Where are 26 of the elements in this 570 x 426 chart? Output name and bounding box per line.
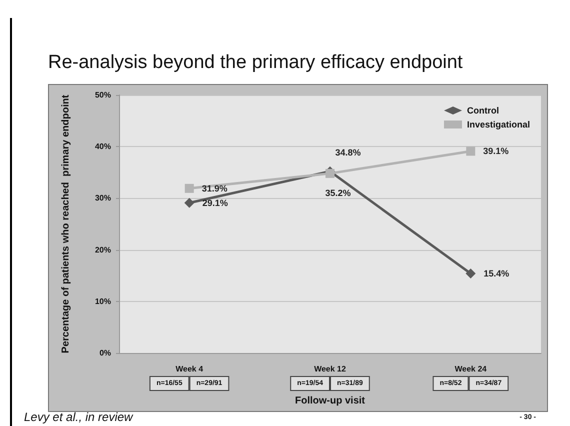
data-label: 15.4% (484, 268, 510, 279)
y-tick-label: 20% (94, 245, 111, 254)
y-tick-label: 40% (94, 142, 111, 152)
point (184, 184, 194, 193)
point (466, 146, 476, 156)
data-label: 29.1% (202, 198, 228, 208)
legend-label: Investigational (466, 120, 530, 130)
text: Levy et al., in review (24, 410, 133, 424)
data-label: 39.1% (483, 146, 509, 156)
data-label: 31.9% (202, 183, 228, 194)
y-axis-title: Percentage of patients who reached primary endpoint (60, 94, 72, 354)
data-label: 35.2% (325, 188, 351, 198)
point (184, 198, 194, 208)
y-tick-label: 0% (99, 348, 111, 358)
y-tick-label: 50% (94, 90, 111, 100)
x-axis-title: Follow-up visit (295, 395, 366, 406)
legend-label: Control (466, 106, 499, 116)
x-tick-label: Week 4 (176, 364, 204, 374)
point (466, 268, 476, 279)
x-tick-label: Week 24 (454, 364, 488, 374)
data-label: 34.8% (335, 147, 361, 158)
point (326, 168, 334, 178)
y-tick-label: 30% (94, 194, 111, 203)
chart-title: Re-analysis beyond the primary efficacy endpoint (48, 52, 463, 74)
y-tick-label: 10% (94, 296, 111, 306)
x-tick-label: Week 12 (314, 364, 346, 374)
